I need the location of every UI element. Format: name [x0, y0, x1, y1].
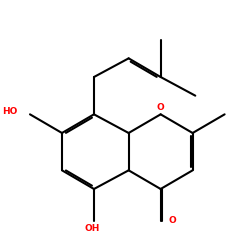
Text: O: O	[157, 103, 164, 112]
Text: O: O	[169, 216, 176, 226]
Text: HO: HO	[2, 107, 18, 116]
Text: OH: OH	[85, 224, 100, 234]
